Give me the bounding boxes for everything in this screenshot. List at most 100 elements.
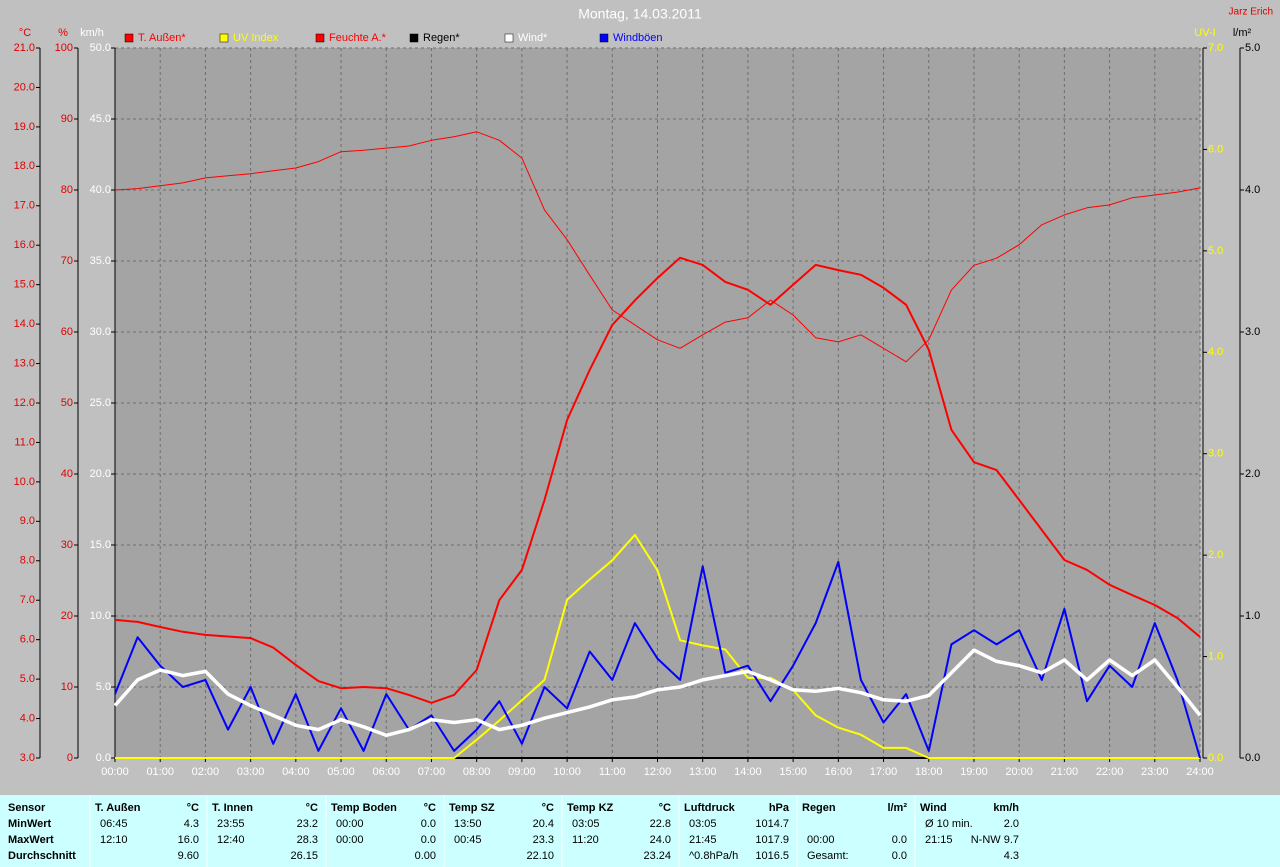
y-tick-label: 50 — [61, 397, 73, 409]
y-tick-label: 2.0 — [1245, 468, 1260, 480]
series-line — [115, 533, 1200, 759]
legend-swatch — [219, 33, 229, 43]
cell-value: 26.15 — [290, 850, 318, 862]
y-tick-label: 6.0 — [1208, 143, 1223, 155]
y-tick-label: 14.0 — [14, 318, 35, 330]
legend-swatch — [599, 33, 609, 43]
cell-value: 0.00 — [415, 850, 436, 862]
y-tick-label: 50.0 — [90, 42, 111, 54]
legend-swatch — [315, 33, 325, 43]
cell-value: 22.10 — [526, 850, 554, 862]
series-line — [114, 131, 1201, 363]
column-unit: °C — [187, 802, 199, 814]
y-tick-label: 5.0 — [1245, 42, 1260, 54]
cell-time: 00:00 — [336, 834, 364, 846]
row-label: Sensor — [8, 802, 46, 814]
y-tick-label: 11.0 — [14, 436, 35, 448]
axis-unit: °C — [19, 27, 31, 39]
y-tick-label: 4.0 — [1208, 346, 1223, 358]
legend-label: T. Außen* — [138, 32, 186, 44]
y-tick-label: 21.0 — [14, 42, 35, 54]
y-tick-label: 18.0 — [14, 160, 35, 172]
axis-unit: l/m² — [1233, 27, 1252, 39]
y-tick-label: 35.0 — [90, 255, 111, 267]
legend-label: UV Index — [233, 32, 279, 44]
cell-value: 23.24 — [643, 850, 671, 862]
cell-time: 13:50 — [454, 818, 482, 830]
y-tick-label: 3.0 — [1208, 448, 1223, 460]
y-tick-label: 30.0 — [90, 326, 111, 338]
cell-time: Ø 10 min. — [925, 818, 973, 830]
y-tick-label: 15.0 — [90, 539, 111, 551]
y-tick-label: 0 — [67, 752, 73, 764]
y-tick-label: 16.0 — [14, 239, 35, 251]
y-tick-label: 10 — [61, 681, 73, 693]
y-tick-label: 9.0 — [20, 515, 35, 527]
x-tick-label: 11:00 — [599, 766, 626, 778]
column-header: Wind — [920, 802, 947, 814]
cell-value: 28.3 — [297, 834, 318, 846]
cell-time: 06:45 — [100, 818, 128, 830]
y-tick-label: 60 — [61, 326, 73, 338]
x-tick-label: 02:00 — [192, 766, 220, 778]
y-tick-label: 25.0 — [90, 397, 111, 409]
x-tick-label: 07:00 — [418, 766, 446, 778]
y-tick-label: 20.0 — [14, 81, 35, 93]
cell-value: N-NW 9.7 — [971, 834, 1019, 846]
y-tick-label: 6.0 — [20, 634, 35, 646]
x-tick-label: 14:00 — [734, 766, 762, 778]
legend-label: Windböen — [613, 32, 663, 44]
y-tick-label: 0.0 — [1245, 752, 1260, 764]
x-tick-label: 19:00 — [960, 766, 988, 778]
y-tick-label: 13.0 — [14, 357, 35, 369]
column-unit: °C — [424, 802, 436, 814]
series-line — [114, 256, 1201, 704]
x-tick-label: 04:00 — [282, 766, 310, 778]
summary-table: Sensor MinWert MaxWert Durchschnitt T. Außen… — [8, 797, 1019, 867]
y-tick-label: 40 — [61, 468, 73, 480]
cell-time: 21:45 — [689, 834, 717, 846]
column-unit: °C — [306, 802, 318, 814]
legend-swatch — [124, 33, 134, 43]
cell-value: 0.0 — [421, 818, 436, 830]
axis-unit: % — [58, 27, 68, 39]
cell-value: 1017.9 — [755, 834, 789, 846]
x-tick-label: 05:00 — [327, 766, 355, 778]
y-tick-label: 19.0 — [14, 121, 35, 133]
y-tick-label: 8.0 — [20, 555, 35, 567]
cell-value: 0.0 — [892, 834, 907, 846]
cell-time: 11:20 — [572, 834, 599, 846]
legend-swatch — [409, 33, 419, 43]
y-tick-label: 1.0 — [1208, 650, 1223, 662]
x-tick-label: 12:00 — [644, 766, 672, 778]
cell-value: 1014.7 — [755, 818, 789, 830]
column-unit: hPa — [769, 802, 790, 814]
y-tick-label: 3.0 — [20, 752, 35, 764]
cell-time: 00:00 — [336, 818, 364, 830]
x-tick-label: 03:00 — [237, 766, 265, 778]
y-tick-label: 20.0 — [90, 468, 111, 480]
table-background — [0, 795, 1280, 867]
cell-value: 23.3 — [533, 834, 554, 846]
axis-unit: km/h — [80, 27, 104, 39]
x-tick-label: 16:00 — [825, 766, 853, 778]
x-tick-label: 18:00 — [915, 766, 943, 778]
y-tick-label: 10.0 — [14, 476, 35, 488]
y-tick-label: 5.0 — [96, 681, 111, 693]
column-unit: km/h — [993, 802, 1019, 814]
y-tick-label: 7.0 — [1208, 42, 1223, 54]
cell-value: 24.0 — [650, 834, 671, 846]
y-tick-label: 45.0 — [90, 113, 111, 125]
x-tick-label: 17:00 — [870, 766, 898, 778]
legend-swatch — [504, 33, 514, 43]
y-tick-label: 4.0 — [1245, 184, 1260, 196]
x-tick-label: 13:00 — [689, 766, 717, 778]
cell-time: 00:45 — [454, 834, 482, 846]
y-tick-label: 4.0 — [20, 712, 35, 724]
y-tick-label: 70 — [61, 255, 73, 267]
cell-value: 22.8 — [650, 818, 671, 830]
x-tick-label: 20:00 — [1005, 766, 1033, 778]
column-header: Luftdruck — [684, 802, 736, 814]
column-header: Temp SZ — [449, 802, 495, 814]
